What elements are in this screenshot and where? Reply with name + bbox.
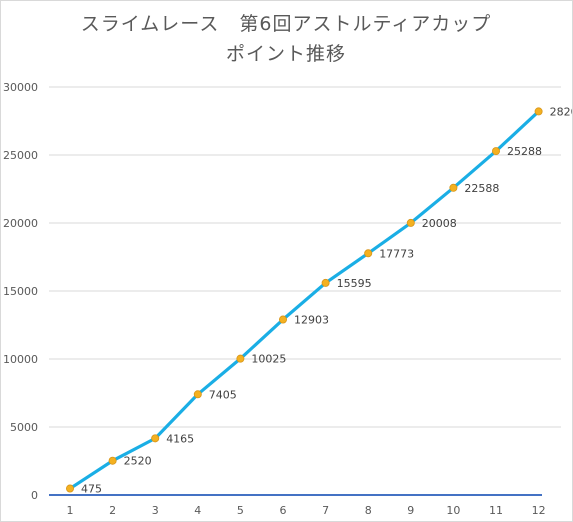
data-label: 2520	[124, 455, 152, 468]
data-label: 15595	[337, 277, 372, 290]
x-tick-label: 5	[237, 504, 244, 517]
data-label: 22588	[464, 182, 499, 195]
data-label: 7405	[209, 388, 237, 401]
data-label: 475	[81, 483, 102, 496]
data-point	[278, 315, 287, 324]
data-point	[406, 218, 415, 227]
x-tick-label: 12	[532, 504, 546, 517]
data-label: 20008	[422, 217, 457, 230]
data-point	[193, 390, 202, 399]
data-point	[491, 147, 500, 156]
x-tick-label: 10	[446, 504, 460, 517]
data-point	[449, 183, 458, 192]
data-point	[151, 434, 160, 443]
data-point	[236, 354, 245, 363]
x-tick-label: 1	[67, 504, 74, 517]
data-label: 17773	[379, 247, 414, 260]
data-point	[364, 249, 373, 258]
series-markers	[66, 107, 543, 493]
data-labels: 475 2520 4165 7405 10025 12903 15595 17773 20008…	[81, 105, 572, 495]
x-tick-label: 6	[280, 504, 287, 517]
x-tick-label: 8	[365, 504, 372, 517]
y-tick-label: 30000	[3, 81, 38, 94]
x-tick-label: 4	[194, 504, 201, 517]
data-label: 4165	[166, 432, 194, 445]
data-point	[66, 484, 75, 493]
series-line	[68, 109, 541, 491]
y-tick-label: 5000	[10, 421, 38, 434]
x-tick-label: 11	[489, 504, 503, 517]
data-label: 10025	[251, 353, 286, 366]
x-tick-label: 7	[322, 504, 329, 517]
gridlines	[49, 86, 561, 428]
x-tick-label: 2	[109, 504, 116, 517]
chart-title: スライムレース 第6回アストルティアカップ ポイント推移	[80, 13, 512, 65]
data-label: 28205	[550, 105, 572, 118]
y-tick-label: 10000	[3, 353, 38, 366]
data-point	[534, 107, 543, 116]
data-point	[108, 456, 117, 465]
x-tick-label: 9	[407, 504, 414, 517]
y-tick-label: 0	[31, 489, 38, 502]
y-tick-label: 25000	[3, 149, 38, 162]
data-label: 25288	[507, 145, 542, 158]
y-tick-label: 20000	[3, 217, 38, 230]
y-tick-label: 15000	[3, 285, 38, 298]
data-label: 12903	[294, 314, 329, 327]
series-line	[68, 109, 541, 491]
x-tick-label: 3	[152, 504, 159, 517]
data-point	[321, 278, 330, 287]
